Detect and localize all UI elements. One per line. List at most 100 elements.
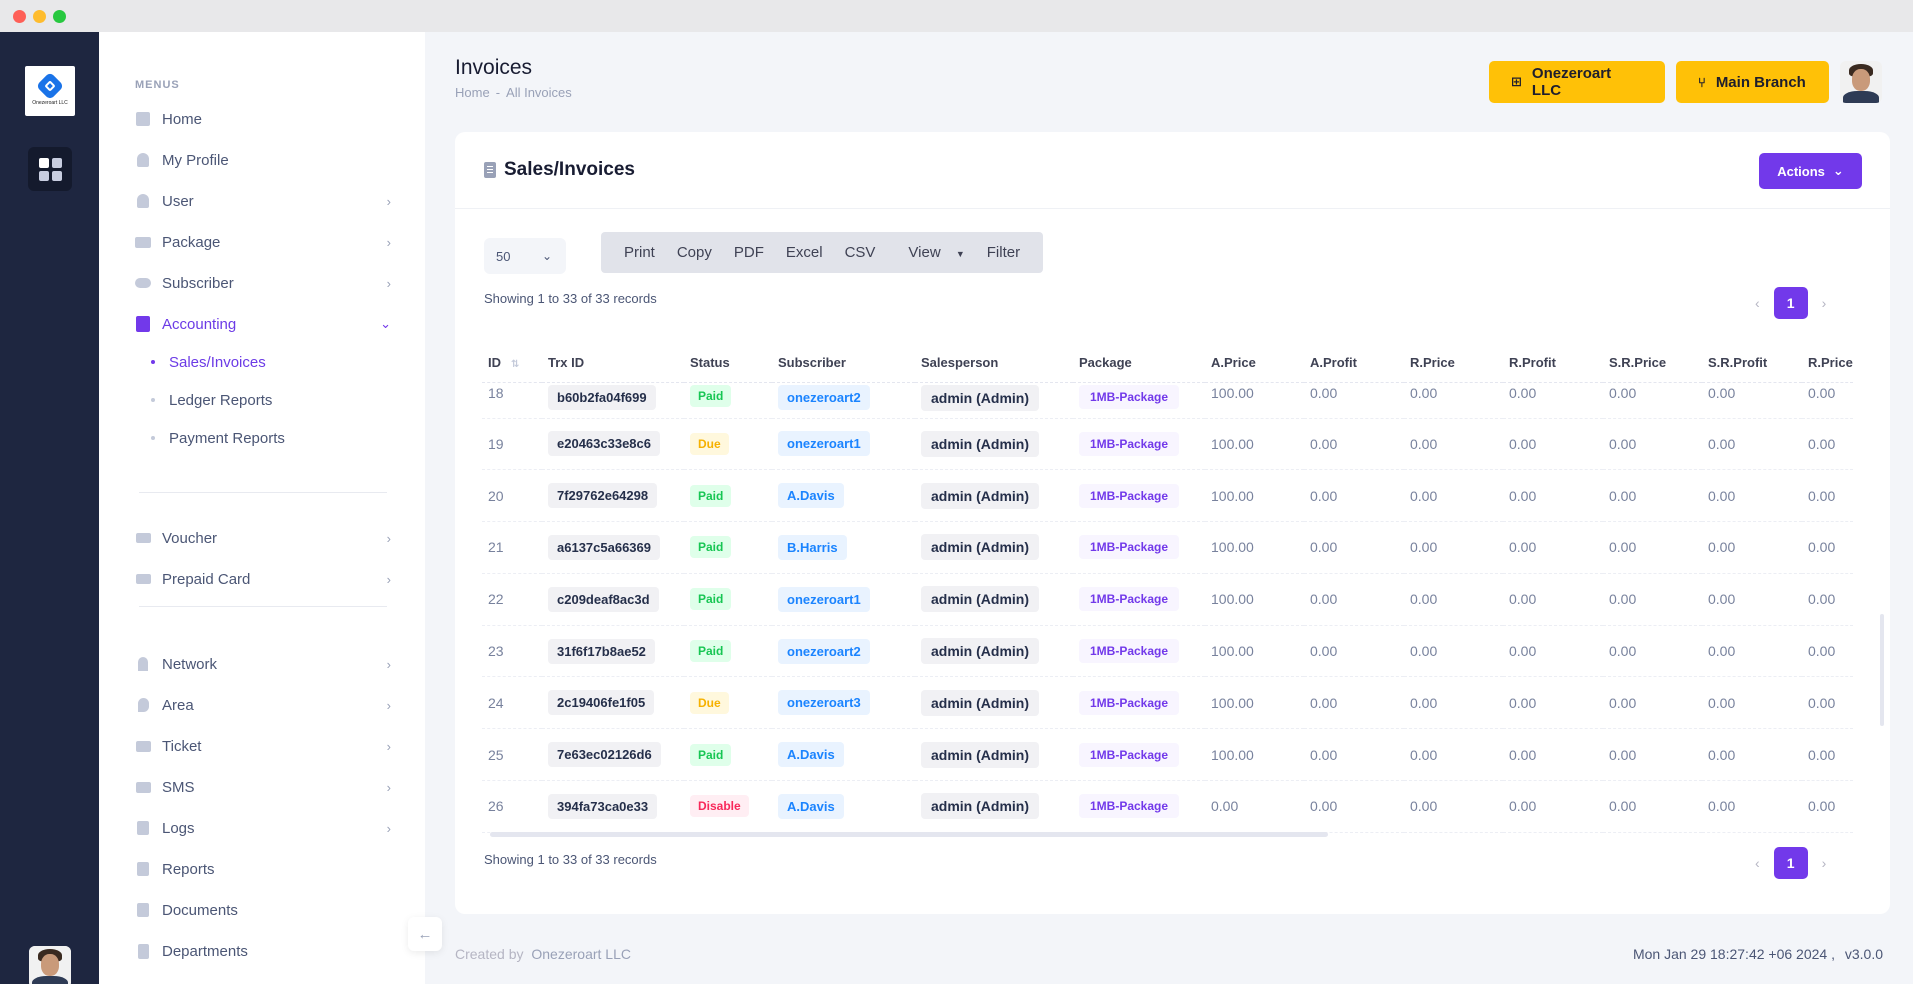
sidebar-item-voucher[interactable]: Voucher › [135, 523, 391, 553]
minimize-window-button[interactable] [33, 10, 46, 23]
sidebar-item-ticket[interactable]: Ticket › [135, 731, 391, 761]
sidebar-item-accounting[interactable]: Accounting ⌄ [135, 309, 391, 339]
subscriber-link[interactable]: onezeroart2 [778, 384, 870, 410]
user-avatar[interactable] [1840, 61, 1882, 103]
table-row[interactable]: 18 b60b2fa04f699 Paid onezeroart2 admin (Adm… [482, 382, 1853, 419]
cell-a-profit: 0.00 [1304, 521, 1404, 574]
cell-r-price: 0.00 [1404, 625, 1503, 678]
column-header[interactable]: R.Price [1802, 344, 1853, 383]
sidebar-subitem-sales-invoices[interactable]: Sales/Invoices [151, 350, 266, 374]
column-header[interactable]: S.R.Price [1603, 344, 1702, 383]
excel-button[interactable]: Excel [785, 244, 823, 261]
copy-button[interactable]: Copy [676, 244, 712, 261]
calculator-icon [135, 316, 151, 332]
trx-id-badge[interactable]: c209deaf8ac3d [548, 586, 659, 612]
apps-grid-icon[interactable] [28, 147, 72, 191]
cell-salesperson: admin (Admin) [915, 780, 1073, 833]
cell-a-profit: 0.00 [1304, 728, 1404, 782]
table-row[interactable]: 21 a6137c5a66369 Paid B.Harris admin (Admin)… [482, 521, 1853, 574]
table-row[interactable]: 25 7e63ec02126d6 Paid A.Davis admin (Admin) 1… [482, 728, 1853, 782]
trx-id-badge[interactable]: b60b2fa04f699 [548, 384, 656, 410]
trx-id-badge[interactable]: 2c19406fe1f05 [548, 690, 655, 716]
column-header[interactable]: Status [684, 344, 772, 383]
trx-id-badge[interactable]: 394fa73ca0e33 [548, 793, 658, 819]
branch-button[interactable]: ⑂ Main Branch [1676, 61, 1829, 103]
subscriber-link[interactable]: onezeroart2 [778, 638, 870, 664]
sidebar-item-home[interactable]: Home [135, 104, 391, 134]
subscriber-link[interactable]: onezeroart3 [778, 690, 870, 716]
subscriber-link[interactable]: onezeroart1 [778, 431, 870, 457]
table-row[interactable]: 24 2c19406fe1f05 Due onezeroart3 admin (Admi… [482, 676, 1853, 730]
column-header[interactable]: Subscriber [772, 344, 915, 383]
sidebar-item-my-profile[interactable]: My Profile [135, 145, 391, 175]
column-header[interactable]: Package [1073, 344, 1205, 383]
page-size-select[interactable]: 50 ⌄ [484, 238, 566, 274]
subscriber-link[interactable]: onezeroart1 [778, 586, 870, 612]
subscriber-link[interactable]: B.Harris [778, 534, 847, 560]
column-header[interactable]: A.Price [1205, 344, 1304, 383]
table-row[interactable]: 23 31f6f17b8ae52 Paid onezeroart2 admin (Adm… [482, 625, 1853, 678]
trx-id-badge[interactable]: 31f6f17b8ae52 [548, 638, 655, 664]
sidebar-item-logs[interactable]: Logs › [135, 813, 391, 843]
sidebar-item-documents[interactable]: Documents [135, 895, 391, 925]
csv-button[interactable]: CSV [844, 244, 876, 261]
chevron-right-icon: › [386, 820, 391, 836]
column-header[interactable]: Trx ID [542, 344, 684, 383]
table-row[interactable]: 20 7f29762e64298 Paid A.Davis admin (Admin) 1… [482, 469, 1853, 523]
trx-id-badge[interactable]: 7e63ec02126d6 [548, 742, 661, 768]
column-header[interactable]: S.R.Profit [1702, 344, 1802, 383]
sidebar-subitem-payment-reports[interactable]: Payment Reports [151, 426, 285, 450]
subscriber-link[interactable]: A.Davis [778, 742, 844, 768]
breadcrumb-home[interactable]: Home [455, 85, 490, 100]
sidebar-item-reports[interactable]: Reports [135, 854, 391, 884]
sidebar-item-package[interactable]: Package › [135, 227, 391, 257]
subscriber-link[interactable]: A.Davis [778, 483, 844, 509]
cell-subscriber: A.Davis [772, 469, 915, 523]
vertical-scrollbar[interactable] [1880, 614, 1884, 726]
company-logo[interactable]: Onezeroart LLC [25, 66, 75, 116]
subscriber-link[interactable]: A.Davis [778, 793, 844, 819]
horizontal-scrollbar[interactable] [490, 832, 1328, 837]
breadcrumb-current: All Invoices [506, 85, 572, 100]
company-button[interactable]: ⊞ Onezeroart LLC [1489, 61, 1665, 103]
footer-company-link[interactable]: Onezeroart LLC [531, 946, 631, 962]
sidebar-item-network[interactable]: Network › [135, 649, 391, 679]
chevron-left-icon[interactable]: ‹ [1755, 295, 1760, 311]
branch-button-label: Main Branch [1715, 73, 1806, 91]
chevron-left-icon[interactable]: ‹ [1755, 855, 1760, 871]
page-1-button[interactable]: 1 [1773, 287, 1808, 319]
sidebar-item-subscriber[interactable]: Subscriber › [135, 268, 391, 298]
sidebar-item-departments[interactable]: Departments [135, 936, 391, 966]
column-header[interactable]: A.Profit [1304, 344, 1404, 383]
maximize-window-button[interactable] [53, 10, 66, 23]
pdf-button[interactable]: PDF [733, 244, 764, 261]
trx-id-badge[interactable]: e20463c33e8c6 [548, 431, 660, 457]
sidebar-item-user[interactable]: User › [135, 186, 391, 216]
sidebar-subitem-label: Payment Reports [169, 429, 285, 447]
sidebar-item-prepaid-card[interactable]: Prepaid Card › [135, 564, 391, 594]
trx-id-badge[interactable]: a6137c5a66369 [548, 534, 660, 560]
sidebar-item-sms[interactable]: SMS › [135, 772, 391, 802]
column-header[interactable]: R.Profit [1503, 344, 1603, 383]
chevron-right-icon[interactable]: › [1821, 295, 1827, 311]
rail-user-avatar[interactable] [29, 946, 71, 984]
sidebar-subitem-ledger-reports[interactable]: Ledger Reports [151, 388, 272, 412]
trx-id-badge[interactable]: 7f29762e64298 [548, 483, 658, 509]
column-header[interactable]: R.Price [1404, 344, 1503, 383]
collapse-sidebar-button[interactable]: ← [408, 917, 442, 951]
actions-dropdown-button[interactable]: Actions ⌄ [1759, 153, 1862, 189]
close-window-button[interactable] [13, 10, 26, 23]
view-dropdown-button[interactable]: View ▼ [886, 244, 975, 261]
table-row[interactable]: 19 e20463c33e8c6 Due onezeroart1 admin (Admi… [482, 418, 1853, 471]
invoices-table: ID ⇅ Trx ID Status Subscriber Salesperson… [482, 344, 1853, 833]
table-row[interactable]: 22 c209deaf8ac3d Paid onezeroart1 admin (Adm… [482, 573, 1853, 626]
logo-icon [35, 71, 65, 101]
chevron-right-icon[interactable]: › [1821, 855, 1827, 871]
sidebar-item-area[interactable]: Area › [135, 690, 391, 720]
table-row[interactable]: 26 394fa73ca0e33 Disable A.Davis admin (Admi… [482, 780, 1853, 833]
column-header[interactable]: ID ⇅ [482, 344, 542, 383]
page-1-button[interactable]: 1 [1773, 847, 1808, 879]
filter-button[interactable]: Filter [986, 244, 1021, 261]
print-button[interactable]: Print [624, 244, 655, 261]
column-header[interactable]: Salesperson [915, 344, 1073, 383]
